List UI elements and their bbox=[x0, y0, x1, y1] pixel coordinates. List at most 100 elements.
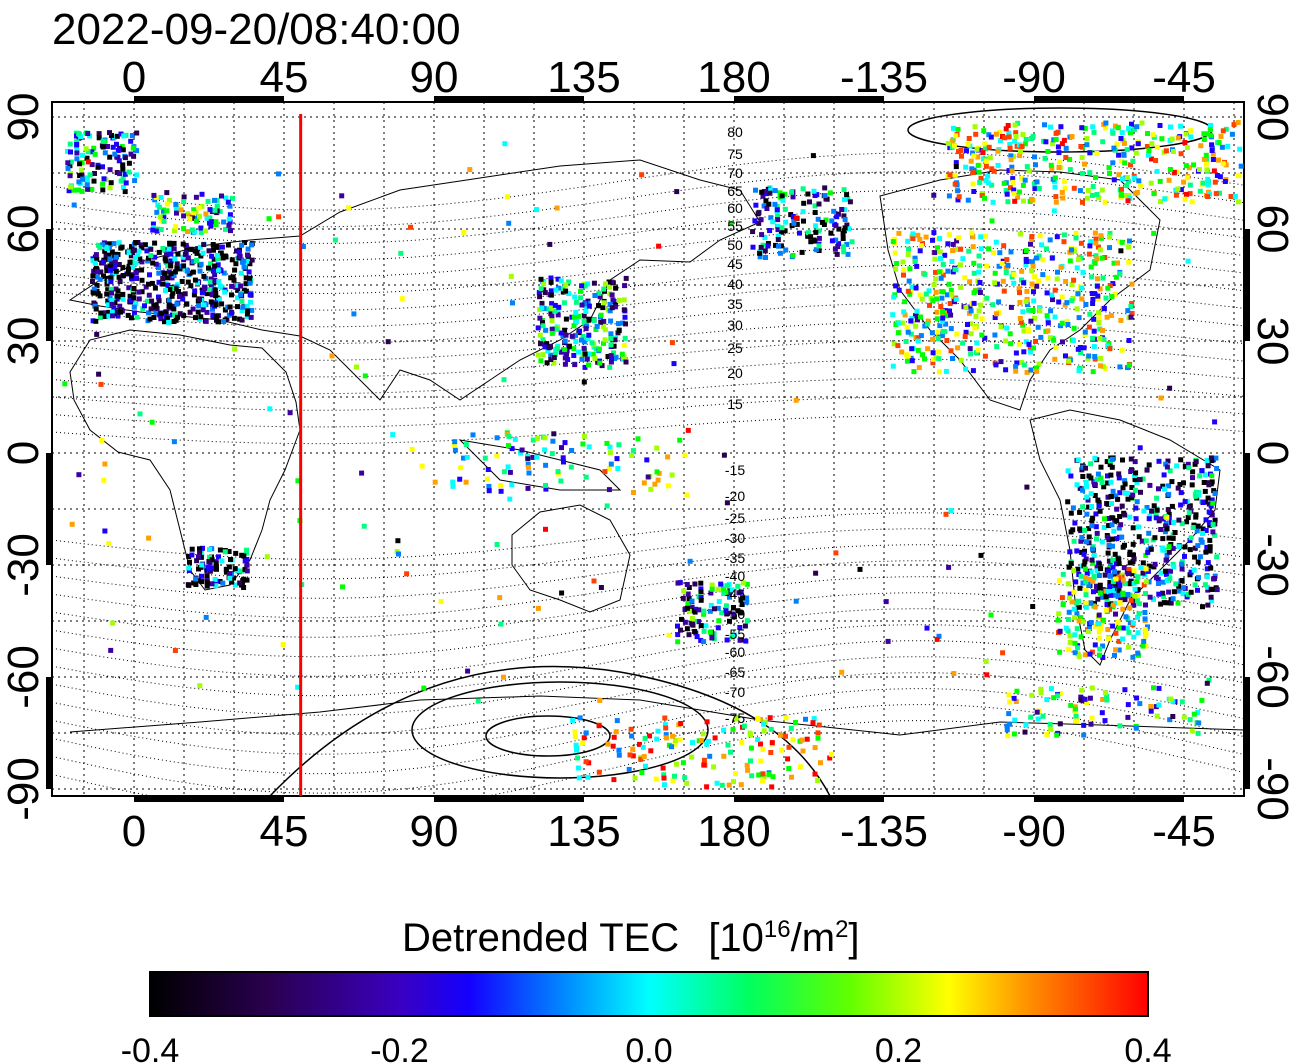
tec-dot bbox=[143, 284, 149, 290]
tec-dot bbox=[163, 309, 169, 315]
tec-dot bbox=[690, 740, 695, 746]
tec-dot bbox=[1235, 199, 1241, 205]
tec-dot bbox=[554, 326, 560, 332]
tec-dot bbox=[596, 346, 602, 352]
tec-dot bbox=[1136, 534, 1142, 540]
tec-dot bbox=[1097, 336, 1103, 341]
tec-dot bbox=[1001, 243, 1007, 249]
tec-dot bbox=[1127, 605, 1133, 611]
tec-dot bbox=[562, 440, 568, 446]
tec-dot bbox=[899, 349, 905, 355]
tec-dot bbox=[895, 330, 901, 336]
tec-dot bbox=[1111, 602, 1116, 608]
tec-dot bbox=[709, 582, 715, 588]
tec-dot bbox=[91, 290, 97, 296]
tec-dot bbox=[970, 244, 976, 250]
tec-dot bbox=[586, 362, 592, 368]
tec-dot bbox=[901, 309, 907, 315]
tec-dot bbox=[841, 244, 846, 250]
tec-dot bbox=[579, 302, 585, 308]
tec-dot bbox=[1017, 153, 1023, 159]
tec-dot bbox=[582, 351, 588, 357]
tec-dot bbox=[1052, 287, 1058, 293]
tec-dot bbox=[621, 297, 627, 303]
tec-dot bbox=[970, 234, 976, 240]
tec-dot bbox=[761, 189, 767, 194]
tec-dot bbox=[85, 149, 91, 155]
tec-dot bbox=[177, 294, 182, 300]
tec-dot bbox=[1036, 186, 1042, 191]
tec-dot bbox=[498, 621, 504, 627]
tec-dot bbox=[1019, 268, 1025, 274]
tec-dot bbox=[171, 240, 177, 246]
tec-dot bbox=[249, 307, 255, 313]
tec-dot bbox=[1151, 134, 1157, 140]
contour-oval bbox=[485, 715, 611, 757]
tec-dot bbox=[539, 300, 545, 306]
tec-dot bbox=[1209, 479, 1215, 485]
tec-dot bbox=[1129, 311, 1135, 316]
tec-dot bbox=[661, 775, 667, 781]
tec-dot bbox=[1154, 168, 1160, 174]
tec-dot bbox=[1148, 180, 1154, 186]
tec-dot bbox=[724, 583, 730, 589]
tec-dot bbox=[201, 273, 207, 279]
tec-dot bbox=[1148, 546, 1154, 552]
tec-dot bbox=[977, 290, 983, 295]
tec-dot bbox=[785, 756, 791, 762]
tec-dot bbox=[962, 275, 968, 281]
tec-dot bbox=[1011, 731, 1017, 737]
tec-dot bbox=[145, 258, 151, 264]
tec-dot bbox=[813, 247, 819, 253]
tec-dot bbox=[689, 598, 695, 604]
tec-dot bbox=[1104, 314, 1110, 320]
tec-dot bbox=[197, 546, 202, 552]
tec-dot bbox=[1160, 536, 1166, 542]
tec-dot bbox=[1116, 525, 1122, 531]
tec-dot bbox=[1019, 277, 1024, 283]
tec-dot bbox=[931, 192, 937, 198]
tec-dot bbox=[815, 778, 821, 783]
tec-dot bbox=[1197, 473, 1203, 479]
tec-dot bbox=[799, 737, 805, 743]
tec-dot bbox=[801, 218, 806, 224]
tec-dot bbox=[930, 350, 936, 356]
tec-dot bbox=[1192, 582, 1198, 588]
tec-dot bbox=[1044, 313, 1050, 319]
tec-dot bbox=[1095, 293, 1101, 299]
tec-dot bbox=[200, 545, 205, 551]
tec-dot bbox=[1093, 253, 1099, 259]
tec-dot bbox=[988, 612, 994, 618]
tec-dot bbox=[1084, 136, 1090, 142]
tec-dot bbox=[181, 194, 187, 200]
tec-dot bbox=[220, 255, 226, 261]
tec-dot bbox=[76, 187, 82, 193]
tec-dot bbox=[92, 260, 98, 266]
tec-dot bbox=[789, 189, 794, 195]
tec-dot bbox=[1171, 519, 1177, 525]
tec-dot bbox=[958, 284, 964, 290]
tec-dot bbox=[1067, 591, 1073, 597]
tec-dot bbox=[828, 230, 834, 236]
tec-dot bbox=[639, 770, 645, 776]
tec-dot bbox=[913, 323, 919, 329]
tec-dot bbox=[212, 287, 218, 293]
tec-dot bbox=[1102, 572, 1108, 578]
tec-dot bbox=[578, 288, 583, 294]
bottom-lon-label: 45 bbox=[260, 807, 309, 856]
tec-dot bbox=[571, 353, 577, 358]
tec-dot bbox=[975, 154, 981, 160]
tec-dot bbox=[1190, 525, 1196, 530]
tec-dot bbox=[198, 261, 204, 267]
tec-dot bbox=[909, 346, 915, 352]
tec-dot bbox=[166, 297, 172, 303]
tec-dot bbox=[1028, 241, 1033, 247]
tec-dot bbox=[849, 239, 855, 245]
tec-dot bbox=[1217, 174, 1223, 180]
tec-dot bbox=[902, 312, 908, 318]
tec-dot bbox=[1166, 589, 1172, 595]
tec-dot bbox=[600, 324, 606, 330]
tec-dot bbox=[180, 296, 186, 302]
tec-dot bbox=[936, 349, 942, 355]
tec-dot bbox=[1079, 296, 1085, 302]
